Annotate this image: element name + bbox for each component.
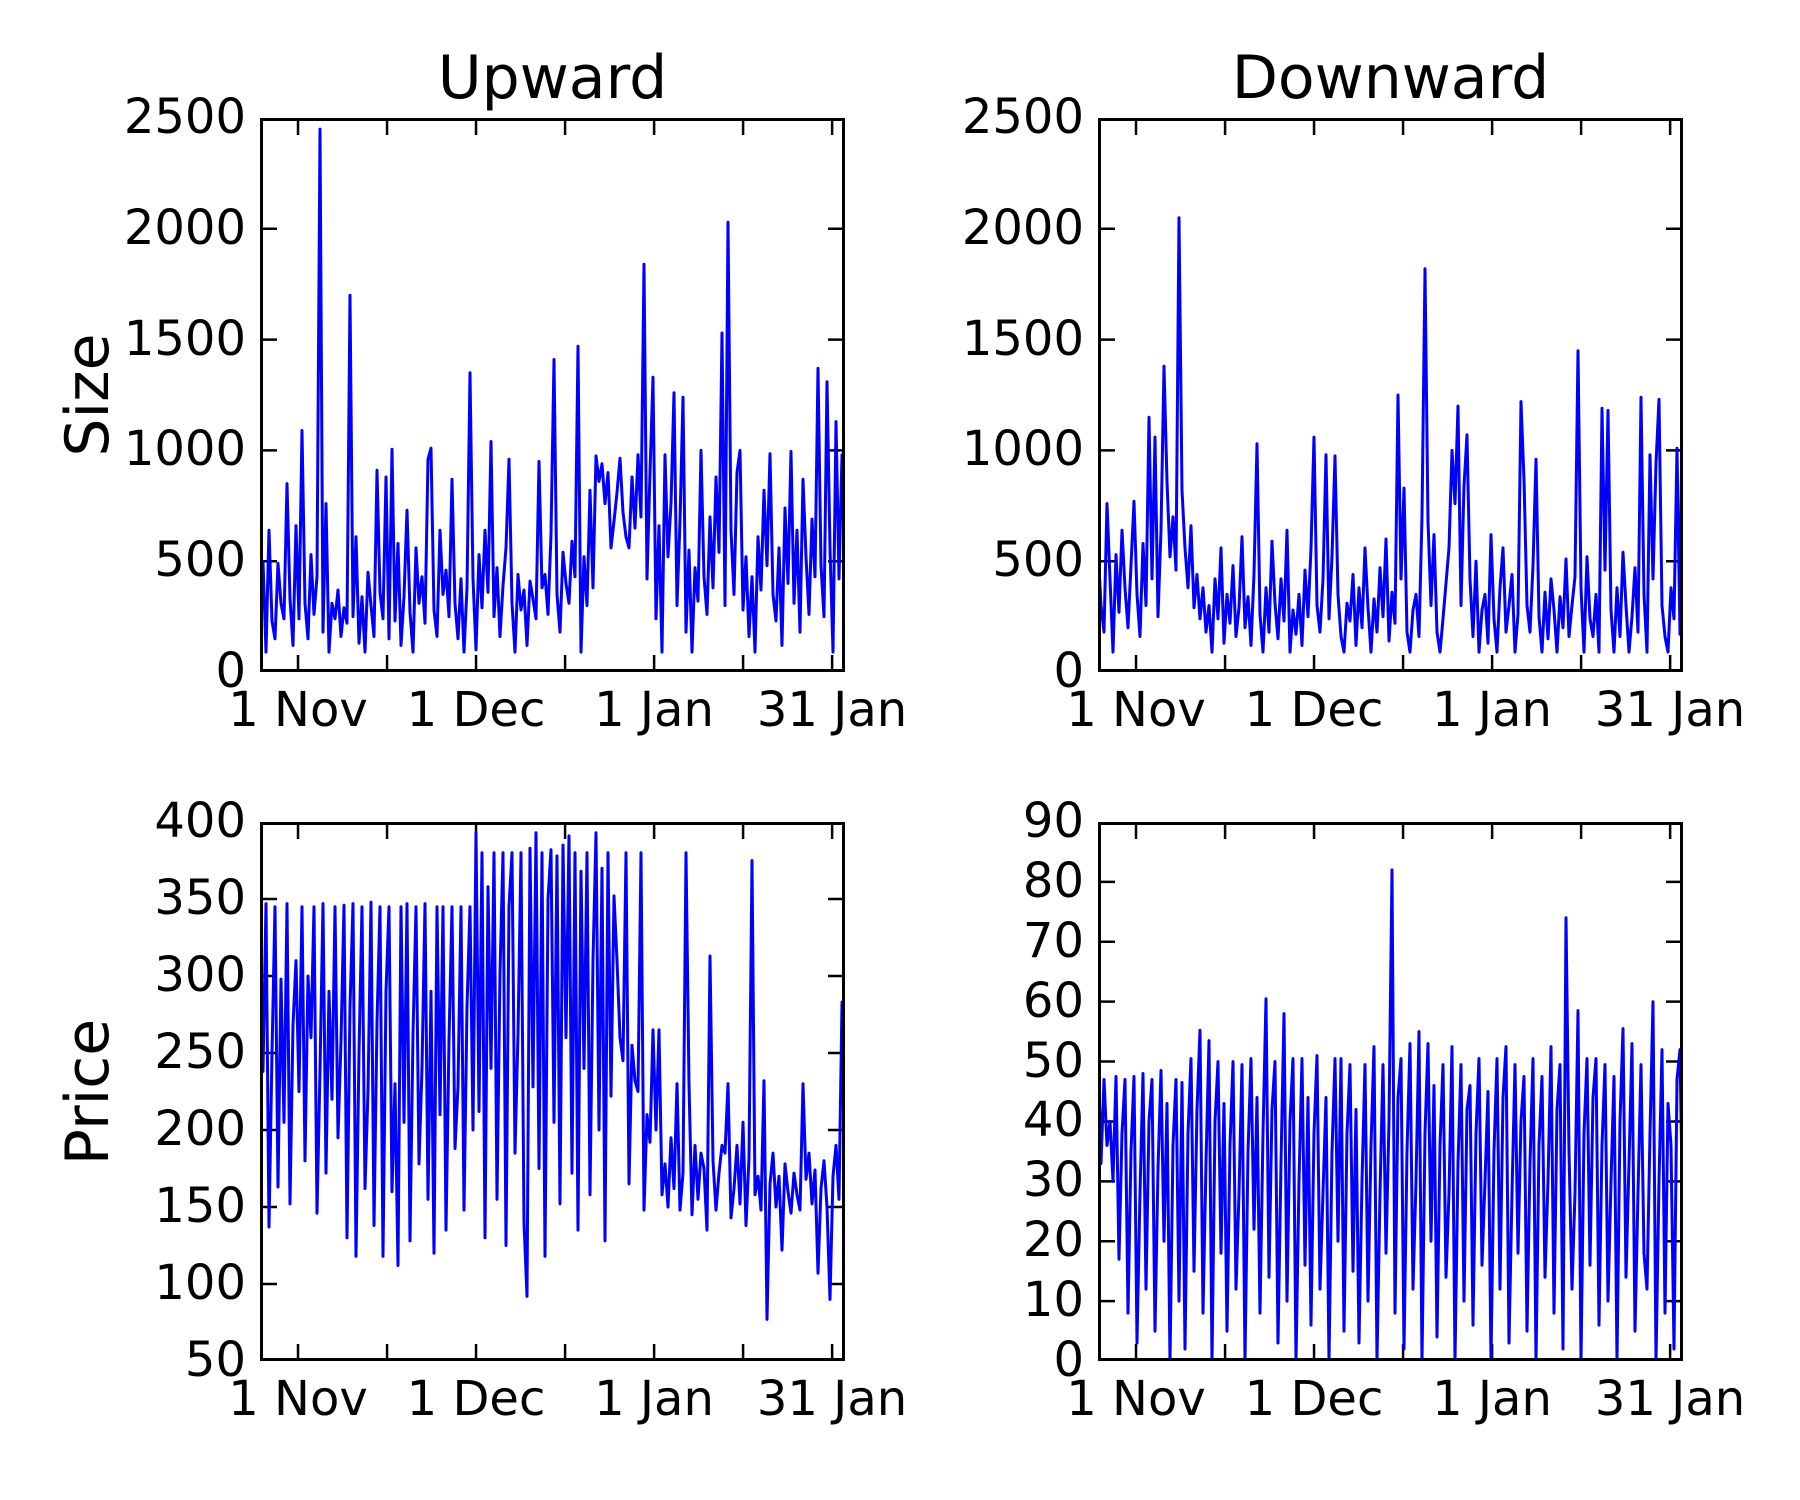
- x-tick-label: 1 Nov: [1066, 682, 1206, 738]
- x-tick-label: 31 Jan: [1594, 1371, 1746, 1427]
- x-tick-label: 1 Dec: [1244, 682, 1384, 738]
- y-tick-label: 0: [1053, 643, 1084, 700]
- panel-downward-size: Downward 2500 2000 1500 1000 500 0 1 Nov…: [962, 47, 1745, 735]
- y-tick-label: 80: [1022, 853, 1084, 910]
- y-tick-label: 30: [1022, 1152, 1084, 1209]
- x-tick-label: 1 Nov: [228, 1371, 368, 1427]
- axes-frame: [260, 822, 845, 1361]
- y-tick-label: 400: [154, 793, 246, 850]
- y-tick-label: 1000: [961, 421, 1084, 478]
- y-tick-label: 0: [1053, 1332, 1084, 1389]
- x-tick-label: 1 Jan: [594, 1371, 714, 1427]
- chart-title-upward: Upward: [437, 43, 668, 113]
- x-tick-label: 1 Dec: [406, 682, 546, 738]
- y-tick-label: 50: [1022, 1033, 1084, 1090]
- y-tick-label: 70: [1022, 913, 1084, 970]
- y-tick-label: 350: [154, 870, 246, 927]
- data-series-line: [260, 127, 845, 654]
- y-tick-label: 10: [1022, 1272, 1084, 1329]
- y-tick-label: 1500: [123, 311, 246, 368]
- y-tick-label: 40: [1022, 1092, 1084, 1149]
- x-tick-label: 1 Jan: [1432, 682, 1552, 738]
- panel-upward-price: Price 400 350 300 250 200 150 100 50 1 N…: [53, 797, 907, 1423]
- plot-area-upward-size: [260, 118, 845, 672]
- x-tick-label: 31 Jan: [756, 1371, 908, 1427]
- y-tick-label: 500: [154, 532, 246, 589]
- panel-upward-size: Upward Size 2500 2000 1500 1000 500 0 1 …: [53, 47, 907, 735]
- y-tick-label: 1500: [961, 311, 1084, 368]
- x-tick-label: 1 Jan: [1432, 1371, 1552, 1427]
- x-tick-label: 1 Dec: [406, 1371, 546, 1427]
- chart-title-downward: Downward: [1231, 43, 1550, 113]
- axes-frame: [1098, 118, 1683, 672]
- data-series-line: [1098, 868, 1683, 1361]
- y-axis-label-price: Price: [53, 1018, 123, 1165]
- y-tick-label: 2500: [961, 89, 1084, 146]
- y-tick-label: 250: [154, 1024, 246, 1081]
- y-tick-label: 200: [154, 1101, 246, 1158]
- y-tick-label: 60: [1022, 973, 1084, 1030]
- x-tick-label: 1 Nov: [228, 682, 368, 738]
- y-tick-label: 2000: [123, 200, 246, 257]
- y-tick-label: 0: [215, 643, 246, 700]
- plot-area-upward-price: [260, 822, 845, 1361]
- data-series-line: [260, 831, 845, 1321]
- plot-area-downward-price: [1098, 822, 1683, 1361]
- data-series-line: [1098, 216, 1683, 654]
- x-tick-label: 31 Jan: [756, 682, 908, 738]
- y-tick-label: 20: [1022, 1212, 1084, 1269]
- axes-frame: [260, 118, 845, 672]
- panel-downward-price: 90 80 70 60 50 40 30 20 10 0 1 Nov 1 Dec…: [1023, 797, 1745, 1423]
- y-tick-label: 90: [1022, 793, 1084, 850]
- plot-area-downward-size: [1098, 118, 1683, 672]
- x-tick-label: 31 Jan: [1594, 682, 1746, 738]
- y-tick-label: 2500: [123, 89, 246, 146]
- axes-frame: [1098, 822, 1683, 1361]
- y-tick-label: 50: [184, 1332, 246, 1389]
- x-tick-label: 1 Jan: [594, 682, 714, 738]
- y-tick-label: 100: [154, 1255, 246, 1312]
- y-tick-label: 300: [154, 947, 246, 1004]
- x-tick-label: 1 Nov: [1066, 1371, 1206, 1427]
- y-tick-label: 500: [992, 532, 1084, 589]
- x-tick-label: 1 Dec: [1244, 1371, 1384, 1427]
- y-tick-label: 150: [154, 1178, 246, 1235]
- y-tick-label: 2000: [961, 200, 1084, 257]
- y-tick-label: 1000: [123, 421, 246, 478]
- y-axis-label-size: Size: [53, 333, 123, 457]
